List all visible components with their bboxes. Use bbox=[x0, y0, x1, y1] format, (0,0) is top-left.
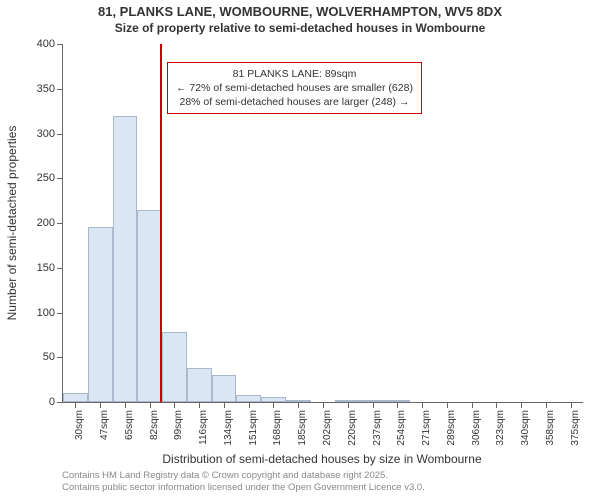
x-tick bbox=[447, 402, 448, 408]
x-tick-label: 237sqm bbox=[372, 410, 383, 446]
histogram-bar bbox=[88, 227, 113, 402]
x-tick bbox=[249, 402, 250, 408]
y-tick bbox=[57, 44, 63, 45]
y-tick bbox=[57, 89, 63, 90]
x-tick-label: 306sqm bbox=[471, 410, 482, 446]
footer-line: Contains public sector information licen… bbox=[62, 482, 425, 494]
y-axis-label: Number of semi-detached properties bbox=[5, 126, 19, 321]
x-tick bbox=[199, 402, 200, 408]
y-tick-label: 0 bbox=[49, 396, 55, 408]
x-axis-label: Distribution of semi-detached houses by … bbox=[62, 452, 582, 466]
x-tick-label: 151sqm bbox=[248, 410, 259, 446]
y-tick bbox=[57, 357, 63, 358]
x-tick bbox=[373, 402, 374, 408]
x-tick bbox=[125, 402, 126, 408]
y-tick-label: 350 bbox=[37, 83, 55, 95]
y-tick bbox=[57, 402, 63, 403]
x-tick bbox=[100, 402, 101, 408]
x-tick bbox=[348, 402, 349, 408]
y-tick-label: 50 bbox=[43, 351, 55, 363]
y-tick bbox=[57, 223, 63, 224]
title-line-2: Size of property relative to semi-detach… bbox=[0, 21, 600, 35]
x-tick-label: 99sqm bbox=[173, 410, 184, 440]
histogram-bar bbox=[63, 393, 88, 402]
x-tick bbox=[521, 402, 522, 408]
annotation-line: 81 PLANKS LANE: 89sqm bbox=[176, 67, 413, 81]
chart-container: 81, PLANKS LANE, WOMBOURNE, WOLVERHAMPTO… bbox=[0, 0, 600, 500]
y-tick bbox=[57, 268, 63, 269]
x-tick-label: 323sqm bbox=[495, 410, 506, 446]
x-tick bbox=[323, 402, 324, 408]
histogram-bar bbox=[137, 210, 162, 402]
histogram-bar bbox=[162, 332, 187, 402]
x-tick bbox=[224, 402, 225, 408]
x-tick-label: 254sqm bbox=[396, 410, 407, 446]
y-tick-label: 400 bbox=[37, 38, 55, 50]
x-tick-label: 47sqm bbox=[99, 410, 110, 440]
histogram-bar bbox=[236, 395, 261, 402]
x-tick bbox=[422, 402, 423, 408]
x-tick-label: 30sqm bbox=[74, 410, 85, 440]
x-tick bbox=[397, 402, 398, 408]
plot-area: 05010015020025030035040030sqm47sqm65sqm8… bbox=[62, 44, 583, 403]
y-tick-label: 250 bbox=[37, 172, 55, 184]
x-tick-label: 220sqm bbox=[347, 410, 358, 446]
x-tick-label: 168sqm bbox=[272, 410, 283, 446]
y-tick bbox=[57, 313, 63, 314]
x-tick-label: 82sqm bbox=[149, 410, 160, 440]
y-tick-label: 150 bbox=[37, 262, 55, 274]
x-tick bbox=[75, 402, 76, 408]
histogram-bar bbox=[212, 375, 237, 402]
x-tick-label: 289sqm bbox=[446, 410, 457, 446]
x-tick bbox=[472, 402, 473, 408]
x-tick bbox=[546, 402, 547, 408]
x-tick bbox=[174, 402, 175, 408]
annotation-line: ← 72% of semi-detached houses are smalle… bbox=[176, 81, 413, 95]
reference-line bbox=[160, 44, 162, 402]
title-line-1: 81, PLANKS LANE, WOMBOURNE, WOLVERHAMPTO… bbox=[0, 4, 600, 19]
x-tick-label: 271sqm bbox=[421, 410, 432, 446]
annotation-line: 28% of semi-detached houses are larger (… bbox=[176, 95, 413, 109]
title-block: 81, PLANKS LANE, WOMBOURNE, WOLVERHAMPTO… bbox=[0, 4, 600, 35]
x-tick-label: 65sqm bbox=[124, 410, 135, 440]
y-tick bbox=[57, 134, 63, 135]
annotation-box: 81 PLANKS LANE: 89sqm← 72% of semi-detac… bbox=[167, 62, 422, 115]
x-tick bbox=[150, 402, 151, 408]
y-tick-label: 200 bbox=[37, 217, 55, 229]
x-tick-label: 116sqm bbox=[198, 410, 209, 445]
attribution-footer: Contains HM Land Registry data © Crown c… bbox=[62, 470, 425, 495]
x-tick-label: 202sqm bbox=[322, 410, 333, 446]
x-tick-label: 358sqm bbox=[545, 410, 556, 446]
footer-line: Contains HM Land Registry data © Crown c… bbox=[62, 470, 425, 482]
histogram-bar bbox=[113, 116, 138, 402]
histogram-bar bbox=[187, 368, 212, 402]
y-tick-label: 100 bbox=[37, 307, 55, 319]
x-tick-label: 185sqm bbox=[297, 410, 308, 446]
y-tick bbox=[57, 178, 63, 179]
y-tick-label: 300 bbox=[37, 128, 55, 140]
x-tick bbox=[571, 402, 572, 408]
x-tick bbox=[298, 402, 299, 408]
x-tick bbox=[496, 402, 497, 408]
x-tick-label: 340sqm bbox=[520, 410, 531, 446]
x-tick bbox=[273, 402, 274, 408]
x-tick-label: 375sqm bbox=[570, 410, 581, 446]
x-tick-label: 134sqm bbox=[223, 410, 234, 446]
